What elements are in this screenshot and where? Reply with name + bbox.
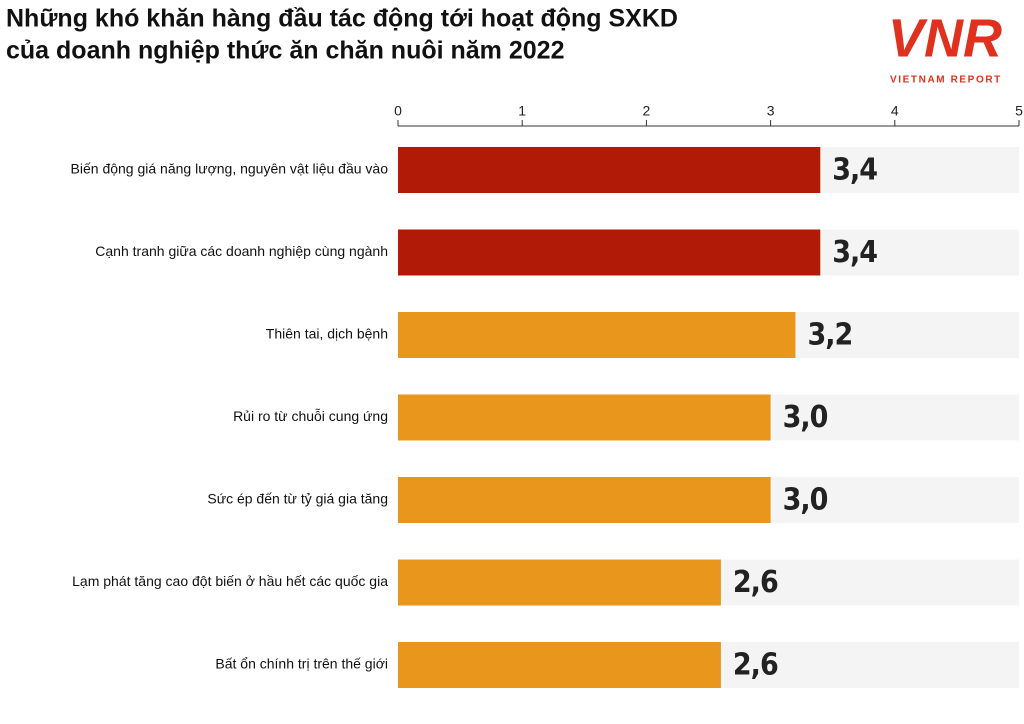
bar xyxy=(398,477,771,523)
chart-title: của doanh nghiệp thức ăn chăn nuôi năm 2… xyxy=(6,37,564,65)
y-tick-label: Biến động giá năng lượng, nguyên vật liệ… xyxy=(71,161,389,177)
y-tick-label: Lạm phát tăng cao đột biến ở hầu hết các… xyxy=(72,573,388,589)
x-tick-label: 5 xyxy=(1015,103,1023,119)
bar xyxy=(398,147,821,193)
value-label: 2,6 xyxy=(733,565,778,600)
y-tick-label: Cạnh tranh giữa các doanh nghiệp cùng ng… xyxy=(95,243,388,259)
value-label: 3,4 xyxy=(832,235,877,270)
logo-tagline: VIETNAM REPORT xyxy=(890,75,1002,86)
bar xyxy=(398,559,721,606)
chart-title: Những khó khăn hàng đầu tác động tới hoạ… xyxy=(6,5,678,33)
value-label: 3,0 xyxy=(783,483,828,518)
y-tick-label: Sức ép đến từ tỷ giá gia tăng xyxy=(207,491,388,507)
value-label: 3,2 xyxy=(807,318,852,353)
y-tick-label: Rủi ro từ chuỗi cung ứng xyxy=(233,408,388,424)
value-label: 3,4 xyxy=(832,153,877,188)
bar xyxy=(398,229,821,276)
x-tick-label: 0 xyxy=(394,103,402,119)
value-label: 3,0 xyxy=(783,400,828,435)
bar xyxy=(398,394,771,441)
logo-mark: VNR xyxy=(888,8,1002,68)
y-tick-label: Thiên tai, dịch bệnh xyxy=(266,326,388,342)
x-tick-label: 2 xyxy=(643,103,651,119)
x-tick-label: 1 xyxy=(518,103,526,119)
bar xyxy=(398,312,796,358)
x-tick-label: 3 xyxy=(767,103,775,119)
x-tick-label: 4 xyxy=(891,103,899,119)
y-tick-label: Bất ổn chính trị trên thế giới xyxy=(215,656,388,672)
value-label: 2,6 xyxy=(733,648,778,683)
bar xyxy=(398,642,721,688)
